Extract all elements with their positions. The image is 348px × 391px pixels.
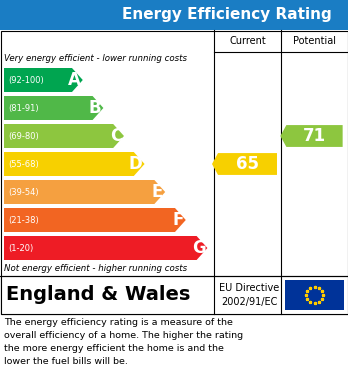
Text: G: G [192, 239, 205, 257]
Polygon shape [4, 180, 165, 204]
Text: D: D [129, 155, 143, 173]
Text: (39-54): (39-54) [8, 188, 39, 197]
Text: Energy Efficiency Rating: Energy Efficiency Rating [122, 7, 332, 23]
Text: (81-91): (81-91) [8, 104, 39, 113]
Text: (1-20): (1-20) [8, 244, 33, 253]
Bar [0, 30, 348, 314]
Text: B: B [89, 99, 101, 117]
Polygon shape [4, 152, 144, 176]
Polygon shape [4, 68, 83, 92]
Text: E: E [152, 183, 163, 201]
Bar [285, 280, 344, 310]
Text: 65: 65 [236, 155, 259, 173]
Text: 71: 71 [303, 127, 326, 145]
Text: A: A [68, 71, 81, 89]
Text: (69-80): (69-80) [8, 131, 39, 140]
Polygon shape [4, 96, 103, 120]
Polygon shape [4, 236, 207, 260]
Text: Current: Current [229, 36, 266, 46]
Text: (21-38): (21-38) [8, 215, 39, 224]
Bar [0, 276, 348, 314]
Text: (55-68): (55-68) [8, 160, 39, 169]
Text: Potential: Potential [293, 36, 336, 46]
Text: (92-100): (92-100) [8, 75, 44, 84]
Text: F: F [172, 211, 184, 229]
Text: EU Directive
2002/91/EC: EU Directive 2002/91/EC [219, 283, 280, 307]
Bar [0, 0, 348, 30]
Text: C: C [110, 127, 122, 145]
Polygon shape [4, 208, 186, 232]
Polygon shape [280, 125, 343, 147]
Text: Not energy efficient - higher running costs: Not energy efficient - higher running co… [4, 264, 187, 273]
Polygon shape [4, 124, 124, 148]
Text: The energy efficiency rating is a measure of the
overall efficiency of a home. T: The energy efficiency rating is a measur… [4, 318, 243, 366]
Polygon shape [212, 153, 277, 175]
Text: Very energy efficient - lower running costs: Very energy efficient - lower running co… [4, 54, 187, 63]
Text: England & Wales: England & Wales [6, 285, 190, 305]
